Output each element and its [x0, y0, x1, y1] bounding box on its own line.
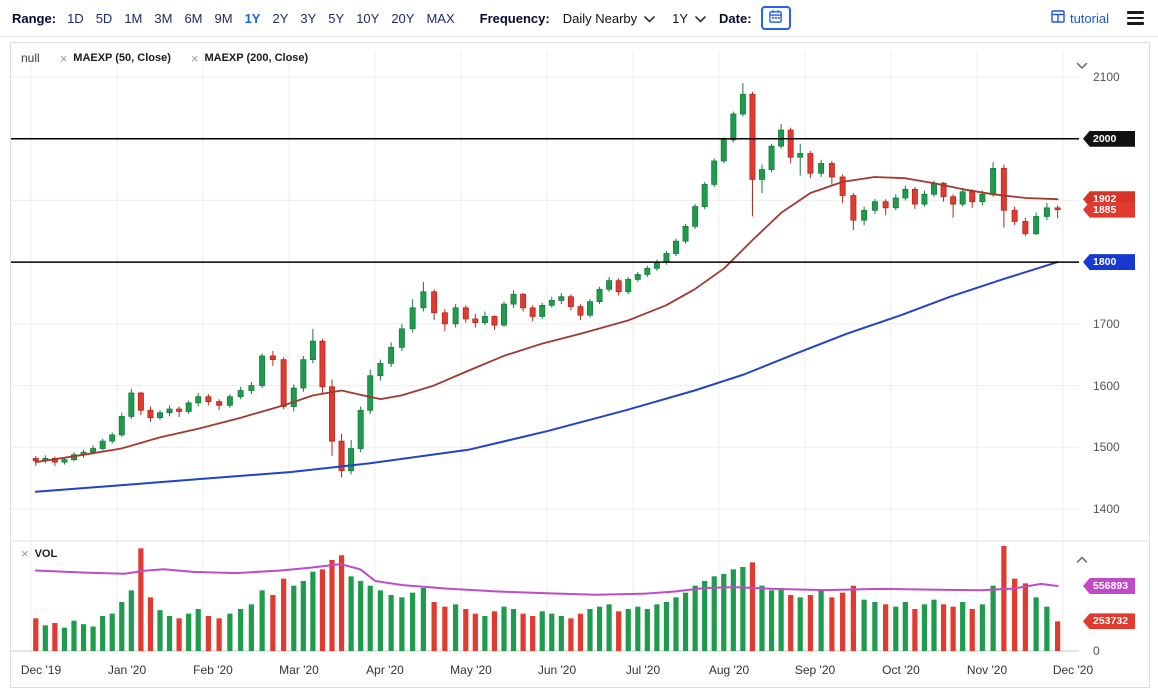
- chart-canvas: [11, 51, 1149, 655]
- x-label-2: Feb '20: [193, 663, 233, 677]
- collapse-volume-panel-button[interactable]: [1073, 549, 1091, 570]
- volume-tick-0: 0: [1093, 644, 1100, 658]
- x-label-4: Apr '20: [366, 663, 404, 677]
- range-3y[interactable]: 3Y: [300, 10, 317, 26]
- range-max[interactable]: MAX: [426, 10, 455, 26]
- period-dropdown[interactable]: 1Y: [668, 9, 710, 28]
- ma200-line: [34, 261, 1059, 493]
- date-picker-button[interactable]: [760, 6, 791, 30]
- x-label-11: Nov '20: [966, 663, 1008, 677]
- chevron-down-icon: [644, 11, 655, 26]
- x-label-1: Jan '20: [107, 663, 147, 677]
- x-label-9: Sep '20: [794, 663, 836, 677]
- horizontal-lines-layer: [11, 137, 1079, 263]
- price-tick-1600: 1600: [1093, 378, 1120, 393]
- study-chip: × MAEXP (50, Close): [60, 52, 171, 65]
- chevron-down-icon: [695, 11, 706, 26]
- grid-layer: [11, 51, 1149, 655]
- price-tick-1700: 1700: [1093, 316, 1120, 331]
- study-chip: × VOL: [21, 547, 57, 560]
- volume-panel-chips: × VOL: [21, 547, 57, 560]
- range-10y[interactable]: 10Y: [356, 10, 380, 26]
- price-badge-1800: 1800: [1083, 254, 1135, 271]
- x-label-8: Aug '20: [708, 663, 750, 677]
- price-tick-1400: 1400: [1093, 502, 1120, 516]
- study-chip-label: null: [21, 51, 40, 65]
- range-label: Range:: [12, 10, 57, 26]
- price-tick-1500: 1500: [1093, 440, 1120, 455]
- tutorial-link[interactable]: tutorial: [1051, 10, 1109, 26]
- x-label-6: Jun '20: [537, 663, 577, 677]
- x-label-7: Jul '20: [625, 663, 661, 677]
- range-selector: 1D 5D 1M 3M 6M 9M 1Y 2Y 3Y 5Y 10Y 20Y MAX: [67, 11, 455, 26]
- remove-study-icon[interactable]: ×: [21, 546, 29, 561]
- main-panel-chips: null × MAEXP (50, Close) × MAEXP (200, Close…: [21, 51, 308, 65]
- chevron-up-icon: [1076, 552, 1088, 567]
- price-badge-1885: 1885: [1083, 201, 1135, 218]
- x-label-3: Mar '20: [279, 663, 319, 677]
- study-chip: null: [21, 51, 40, 65]
- range-1y[interactable]: 1Y: [244, 10, 261, 26]
- ma50-line: [34, 176, 1059, 463]
- x-label-0: Dec '19: [20, 663, 62, 677]
- candles-layer: [32, 83, 1061, 478]
- hamburger-menu-button[interactable]: [1125, 7, 1146, 29]
- chart-area: null × MAEXP (50, Close) × MAEXP (200, Close…: [10, 42, 1150, 688]
- collapse-main-panel-button[interactable]: [1073, 55, 1091, 76]
- tutorial-icon: [1051, 10, 1065, 26]
- range-3m[interactable]: 3M: [154, 10, 173, 26]
- range-5y[interactable]: 5Y: [328, 10, 345, 26]
- x-label-12: Dec '20: [1052, 663, 1094, 677]
- x-label-10: Oct '20: [882, 663, 920, 677]
- range-20y[interactable]: 20Y: [391, 10, 415, 26]
- volume-badge-556893: 556893: [1083, 578, 1135, 595]
- range-2y[interactable]: 2Y: [272, 10, 289, 26]
- volume-badge-253732: 253732: [1083, 613, 1135, 630]
- volume-ma-line: [34, 563, 1059, 596]
- range-1d[interactable]: 1D: [67, 10, 84, 26]
- tutorial-label: tutorial: [1069, 10, 1109, 26]
- price-badge-2000: 2000: [1083, 130, 1135, 147]
- remove-study-icon[interactable]: ×: [59, 50, 68, 66]
- range-5d[interactable]: 5D: [95, 10, 113, 26]
- study-chip-label: MAEXP (200, Close): [204, 52, 309, 64]
- volume-bars-layer: [33, 546, 1061, 651]
- range-6m[interactable]: 6M: [184, 10, 203, 26]
- x-label-5: May '20: [450, 663, 492, 677]
- date-label: Date:: [719, 10, 752, 26]
- remove-study-icon[interactable]: ×: [190, 50, 199, 66]
- frequency-dropdown[interactable]: Daily Nearby: [559, 9, 659, 28]
- chevron-down-icon: [1076, 58, 1088, 73]
- toolbar: Range: 1D 5D 1M 3M 6M 9M 1Y 2Y 3Y 5Y 10Y 20Y MAX Fre…: [0, 0, 1158, 37]
- study-chip-label: MAEXP (50, Close): [73, 52, 171, 64]
- study-chip: × MAEXP (200, Close): [191, 52, 308, 65]
- hamburger-menu-icon: [1127, 11, 1144, 14]
- price-tick-2100: 2100: [1093, 70, 1120, 84]
- frequency-label: Frequency:: [479, 10, 550, 26]
- frequency-value: Daily Nearby: [562, 10, 638, 26]
- range-1m[interactable]: 1M: [124, 10, 143, 26]
- study-chip-label: VOL: [34, 547, 58, 560]
- period-value: 1Y: [672, 10, 689, 26]
- calendar-icon: [768, 9, 783, 27]
- toolbar-right: tutorial: [1051, 7, 1146, 29]
- range-9m[interactable]: 9M: [214, 10, 233, 26]
